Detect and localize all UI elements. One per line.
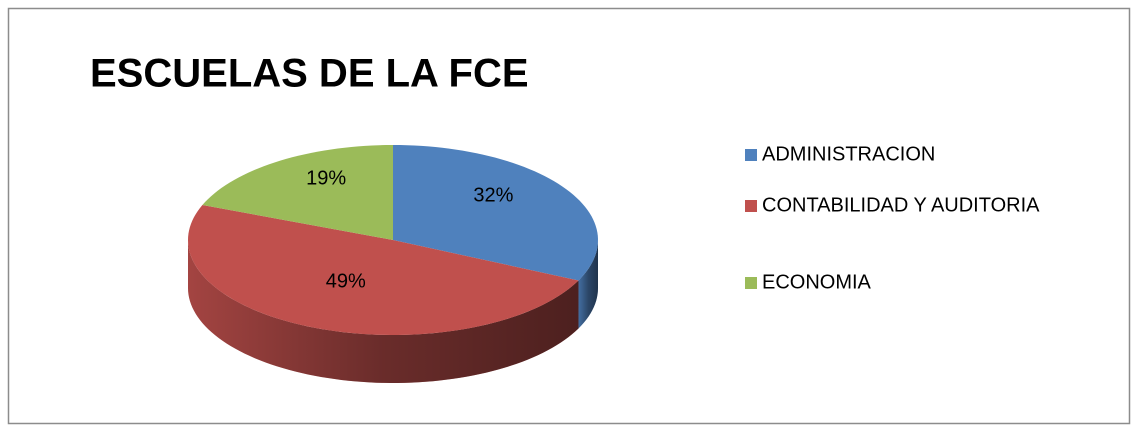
slice: [202, 145, 393, 240]
legend-label: ECONOMIA: [762, 271, 872, 293]
legend-swatch: [745, 200, 757, 212]
legend-label: ADMINISTRACION: [762, 143, 935, 165]
slice-side-shade: [188, 240, 579, 383]
legend-swatch: [745, 277, 757, 289]
legend-swatch: [745, 149, 757, 161]
legend-label: CONTABILIDAD Y AUDITORIA: [762, 194, 1040, 216]
slice: [188, 205, 579, 335]
slice: [393, 145, 598, 281]
data-label: 19%: [306, 168, 346, 190]
data-label: 49%: [326, 270, 366, 292]
slice-side-shade: [578, 240, 598, 329]
chart-title: ESCUELAS DE LA FCE: [90, 52, 529, 96]
data-label: 32%: [473, 185, 513, 207]
